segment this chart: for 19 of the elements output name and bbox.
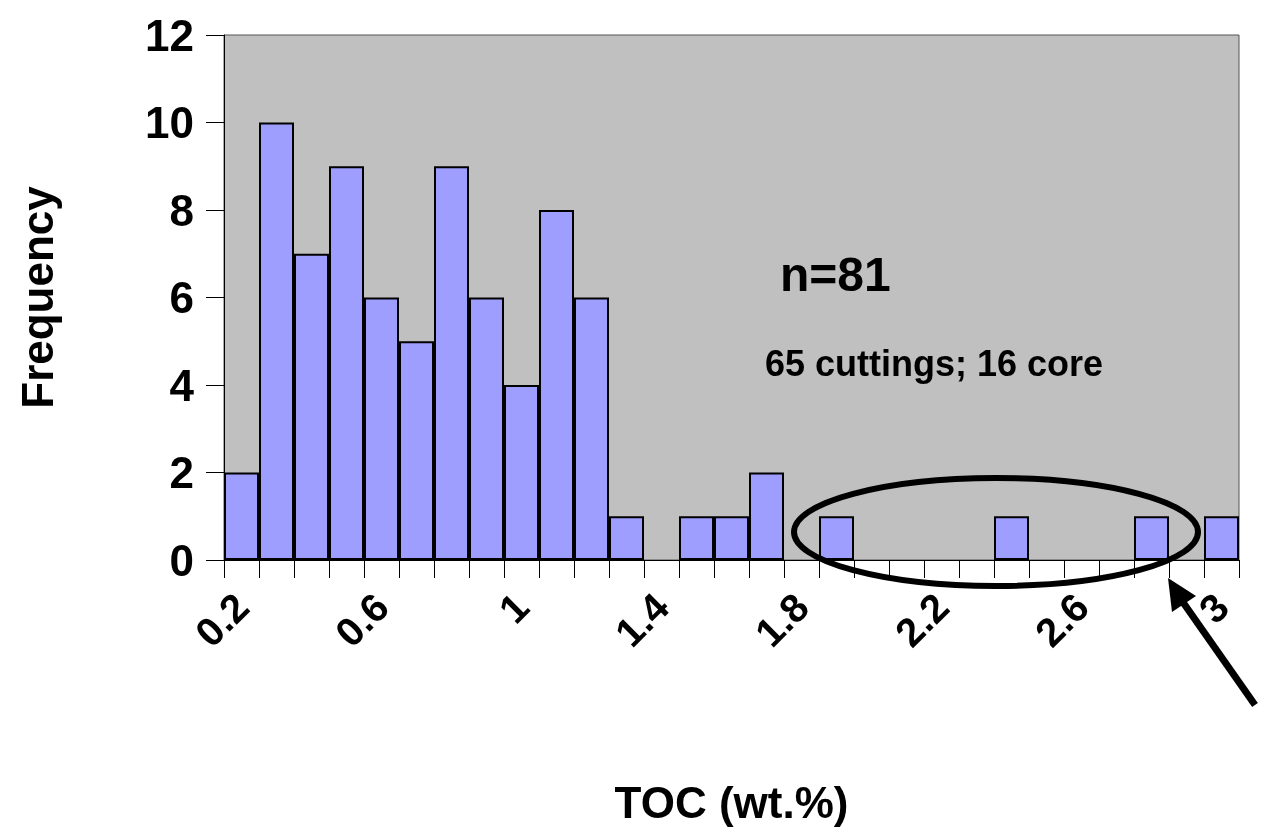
- x-tick-label: 1: [490, 584, 538, 632]
- x-axis-title: TOC (wt.%): [614, 777, 849, 827]
- x-tick-label: 3: [1190, 584, 1238, 632]
- y-tick-label: 0: [169, 535, 194, 585]
- x-tick-label: 1.4: [606, 583, 678, 655]
- y-tick-label: 12: [145, 10, 194, 60]
- annotation: 65 cuttings; 16 core: [765, 342, 1104, 384]
- annotation: n=81: [780, 247, 891, 301]
- x-tick-label: 2.6: [1026, 584, 1098, 655]
- y-tick-label: 2: [169, 448, 194, 497]
- x-tick-label: 0.6: [326, 584, 398, 655]
- x-tick-label: 1.8: [746, 584, 818, 655]
- x-tick-label: 2.2: [886, 584, 958, 655]
- y-tick-label: 8: [169, 185, 194, 235]
- y-tick-label: 10: [145, 98, 194, 147]
- y-axis-title: Frequency: [12, 185, 62, 409]
- x-tick-label: 0.2: [186, 584, 258, 655]
- y-tick-label: 4: [169, 360, 195, 410]
- y-tick-label: 6: [169, 273, 194, 322]
